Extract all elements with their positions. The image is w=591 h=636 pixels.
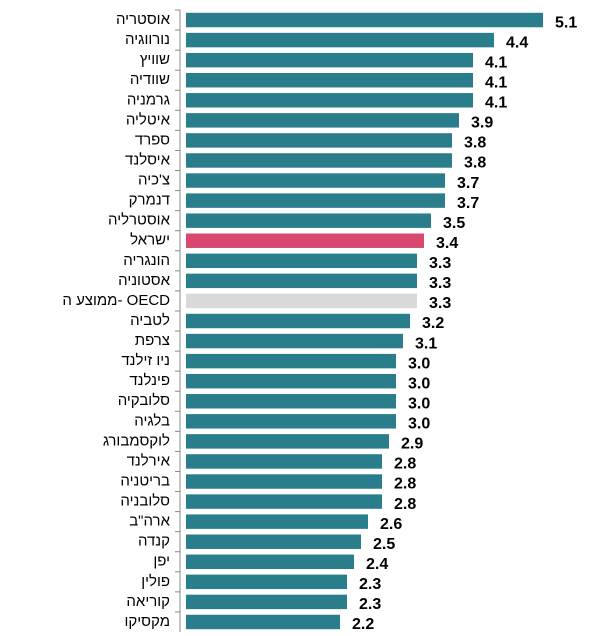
bar <box>186 333 403 349</box>
bar <box>186 173 445 188</box>
category-label: אסטוניה <box>118 272 170 289</box>
bar <box>186 52 473 68</box>
bar <box>186 494 382 509</box>
bar <box>186 12 543 28</box>
bar <box>186 93 473 108</box>
category-label: בריטניה <box>120 472 170 489</box>
value-label: 3.5 <box>443 215 465 232</box>
category-label: פינלנד <box>129 372 170 389</box>
category-label: ממוצע ה- OECD <box>62 292 170 309</box>
bar <box>186 313 410 329</box>
value-label: 5.1 <box>555 14 577 31</box>
bar <box>186 373 396 389</box>
category-label: ספרד <box>135 131 170 148</box>
value-label: 2.6 <box>380 516 402 533</box>
value-label: 3.2 <box>422 315 444 332</box>
category-label: מקסיקו <box>125 613 170 630</box>
category-label: פולין <box>141 573 170 590</box>
bar <box>186 153 452 168</box>
bar <box>186 353 396 369</box>
value-label: 3.3 <box>429 275 451 292</box>
value-label: 3.1 <box>415 335 437 352</box>
value-label: 2.9 <box>401 436 423 453</box>
category-label: שוודיה <box>130 71 170 88</box>
bar <box>186 233 424 248</box>
value-label: 4.4 <box>506 34 528 51</box>
category-label: לוקסמבורג <box>103 432 170 449</box>
bar <box>186 213 431 228</box>
value-label: 3.3 <box>429 255 451 272</box>
category-label: ארה"ב <box>129 513 170 530</box>
category-label: אוסטרליה <box>108 212 171 229</box>
bar <box>186 474 382 489</box>
bar <box>186 594 347 610</box>
value-label: 2.2 <box>352 616 374 633</box>
bar <box>186 32 494 48</box>
category-label: צרפת <box>135 332 170 349</box>
bar <box>186 293 417 309</box>
value-label: 2.3 <box>359 576 381 593</box>
category-label: לטביה <box>130 312 170 329</box>
category-label: ישראל <box>130 232 170 249</box>
value-label: 3.7 <box>457 175 479 192</box>
bar <box>186 394 396 409</box>
value-label: 2.8 <box>394 476 416 493</box>
bar <box>186 73 473 88</box>
value-label: 2.8 <box>394 456 416 473</box>
value-label: 2.8 <box>394 496 416 513</box>
value-label: 3.9 <box>471 115 493 132</box>
bar <box>186 554 354 569</box>
category-label: סלובקיה <box>118 392 170 409</box>
category-label: אוסטריה <box>116 11 171 28</box>
bar <box>186 614 340 630</box>
bar <box>186 113 459 128</box>
value-label: 3.0 <box>408 416 430 433</box>
value-label: 4.1 <box>485 95 507 112</box>
value-label: 3.0 <box>408 395 430 412</box>
bar <box>186 454 382 469</box>
bar <box>186 414 396 429</box>
category-label: איסלנד <box>125 151 171 168</box>
value-label: 3.0 <box>408 355 430 372</box>
category-label: קוריאה <box>126 593 170 610</box>
value-label: 3.8 <box>464 135 486 152</box>
value-label: 2.3 <box>359 596 381 613</box>
category-label: צ'כיה <box>138 172 170 189</box>
value-label: 4.1 <box>485 74 507 91</box>
category-label: בלגיה <box>134 412 170 429</box>
value-label: 3.7 <box>457 195 479 212</box>
bar <box>186 514 368 529</box>
value-label: 3.0 <box>408 375 430 392</box>
category-label: סלובניה <box>120 493 170 510</box>
value-label: 2.4 <box>366 556 388 573</box>
category-label: יפן <box>153 553 170 570</box>
value-label: 3.3 <box>429 295 451 312</box>
category-label: קנדה <box>138 533 170 550</box>
category-label: דנמרק <box>129 192 170 209</box>
value-label: 3.4 <box>436 235 458 252</box>
category-label: שוויץ <box>140 51 170 68</box>
bar <box>186 273 417 289</box>
category-label: אירלנד <box>127 452 171 469</box>
value-label: 3.8 <box>464 155 486 172</box>
category-label: נורווגיה <box>125 31 170 48</box>
bar <box>186 574 347 590</box>
bar <box>186 193 445 208</box>
bar <box>186 434 389 449</box>
value-label: 2.5 <box>373 536 395 553</box>
category-label: הונגריה <box>123 252 170 269</box>
category-label: גרמניה <box>127 91 170 108</box>
bar <box>186 534 361 549</box>
bar <box>186 253 417 269</box>
value-label: 4.1 <box>485 54 507 71</box>
bar <box>186 133 452 148</box>
category-label: ניו זילנד <box>121 352 170 369</box>
category-label: איטליה <box>126 111 171 128</box>
